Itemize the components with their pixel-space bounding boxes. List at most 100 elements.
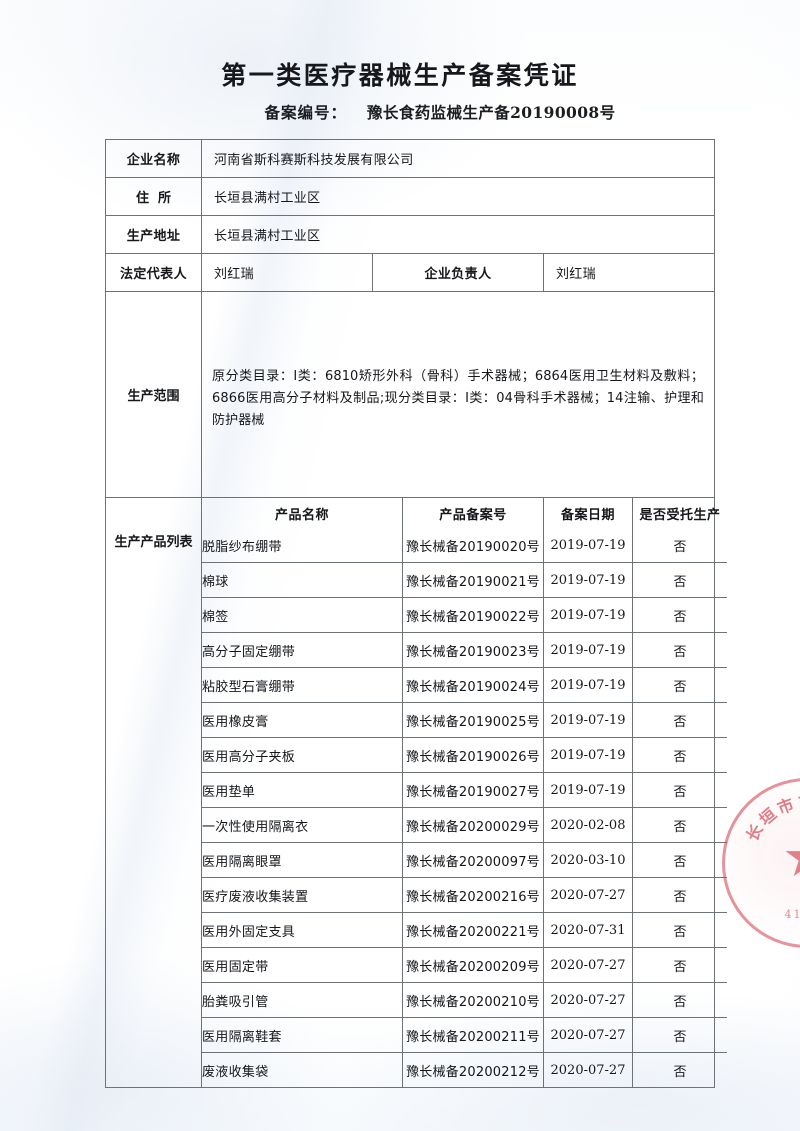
product-record-number: 豫长械备20190023号 <box>402 632 544 668</box>
product-record-number: 豫长械备20190022号 <box>402 597 544 633</box>
row-label-address: 住所 <box>105 177 202 216</box>
product-name: 医用高分子夹板 <box>202 737 403 773</box>
product-entrusted: 否 <box>632 877 727 913</box>
product-record-number: 豫长械备20200216号 <box>402 877 544 913</box>
row-label-company-name: 企业名称 <box>105 139 202 178</box>
product-record-date: 2020-07-27 <box>543 1017 633 1053</box>
product-entrusted: 否 <box>632 632 727 668</box>
seal-star-icon: ★ <box>782 830 800 886</box>
row-value-legal-representative: 刘红瑞 <box>201 253 373 292</box>
table-row: 胎粪吸引管 豫长械备20200210号 2020-07-27 否 <box>202 982 727 1018</box>
product-record-date: 2020-03-10 <box>543 842 633 878</box>
table-row: 医用外固定支具 豫长械备20200221号 2020-07-31 否 <box>202 912 727 948</box>
seal-char: 市 <box>774 794 797 819</box>
table-row: 棉签 豫长械备20190022号 2019-07-19 否 <box>202 597 727 633</box>
product-record-date: 2020-07-27 <box>543 877 633 913</box>
product-list-cell: 产品名称 产品备案号 备案日期 是否受托生产 脱脂纱布绷带 豫长械备2019002… <box>201 497 727 1088</box>
product-entrusted: 否 <box>632 562 727 598</box>
table-row: 粘胶型石膏绷带 豫长械备20190024号 2019-07-19 否 <box>202 667 727 703</box>
product-entrusted: 否 <box>632 807 727 843</box>
product-record-date: 2019-07-19 <box>543 562 633 598</box>
product-entrusted: 否 <box>632 528 727 563</box>
column-header-product-name: 产品名称 <box>202 498 403 528</box>
table-row: 医用固定带 豫长械备20200209号 2020-07-27 否 <box>202 947 727 983</box>
page-title: 第一类医疗器械生产备案凭证 <box>221 61 579 90</box>
production-scope-text: 原分类目录：Ⅰ类：6810矫形外科（骨科）手术器械；6864医用卫生材料及敷料；… <box>212 368 704 428</box>
table-row-production-scope: 生产范围 原分类目录：Ⅰ类：6810矫形外科（骨科）手术器械；6864医用卫生材… <box>105 291 715 498</box>
product-name: 医疗废液收集装置 <box>202 877 403 913</box>
product-name: 医用固定带 <box>202 947 403 983</box>
table-row: 废液收集袋 豫长械备20200212号 2020-07-27 否 <box>202 1052 727 1087</box>
column-header-entrusted: 是否受托生产 <box>639 507 721 523</box>
product-entrusted: 否 <box>632 597 727 633</box>
product-record-date: 2019-07-19 <box>543 737 633 773</box>
table-row: 医用橡皮膏 豫长械备20190025号 2019-07-19 否 <box>202 702 727 738</box>
product-record-date: 2019-07-19 <box>543 597 633 633</box>
product-record-number: 豫长械备20200212号 <box>402 1052 544 1087</box>
product-record-number: 豫长械备20200029号 <box>402 807 544 843</box>
product-name: 粘胶型石膏绷带 <box>202 667 403 703</box>
product-entrusted: 否 <box>632 737 727 773</box>
seal-char: 垣 <box>755 804 781 830</box>
table-row: 脱脂纱布绷带 豫长械备20190020号 2019-07-19 否 <box>202 528 727 563</box>
record-number-line: 备案编号： 豫长食药监械生产备20190008号 <box>0 101 800 123</box>
product-record-number: 豫长械备20200210号 <box>402 982 544 1018</box>
product-name: 医用外固定支具 <box>202 912 403 948</box>
product-name: 废液收集袋 <box>202 1052 403 1087</box>
product-entrusted: 否 <box>632 772 727 808</box>
row-value-production-scope: 原分类目录：Ⅰ类：6810矫形外科（骨科）手术器械；6864医用卫生材料及敷料；… <box>201 291 715 498</box>
product-entrusted: 否 <box>632 912 727 948</box>
seal-arc-text: 长垣市市场监督 <box>725 781 800 945</box>
product-record-number: 豫长械备20190024号 <box>402 667 544 703</box>
product-record-number: 豫长械备20190027号 <box>402 772 544 808</box>
product-record-date: 2019-07-19 <box>543 702 633 738</box>
row-value-production-address: 长垣县满村工业区 <box>201 215 715 254</box>
table-row-address: 住所 长垣县满村工业区 <box>105 177 715 216</box>
product-table-body: 脱脂纱布绷带 豫长械备20190020号 2019-07-19 否棉球 豫长械备2019… <box>202 528 727 1087</box>
table-row: 一次性使用隔离衣 豫长械备20200029号 2020-02-08 否 <box>202 807 727 843</box>
product-record-number: 豫长械备20200211号 <box>402 1017 544 1053</box>
product-entrusted: 否 <box>632 982 727 1018</box>
product-record-date: 2020-07-27 <box>543 1052 633 1087</box>
table-row-product-list: 生产产品列表 产品名称 产品备案号 备案日期 是否受托生产 脱脂纱布绷带 豫长械 <box>105 497 727 1088</box>
product-table-header-row: 产品名称 产品备案号 备案日期 是否受托生产 <box>202 498 727 528</box>
product-name: 医用隔离鞋套 <box>202 1017 403 1053</box>
table-row-representative: 法定代表人 刘红瑞 企业负责人 刘红瑞 <box>105 253 715 292</box>
product-name: 一次性使用隔离衣 <box>202 807 403 843</box>
record-number-label: 备案编号： <box>264 103 348 122</box>
product-name: 医用垫单 <box>202 772 403 808</box>
seal-char: 长 <box>742 821 767 845</box>
product-record-number: 豫长械备20190021号 <box>402 562 544 598</box>
product-record-date: 2020-07-31 <box>543 912 633 948</box>
table-row: 医疗废液收集装置 豫长械备20200216号 2020-07-27 否 <box>202 877 727 913</box>
record-number-value: 豫长食药监械生产备20190008号 <box>367 103 616 122</box>
product-name: 胎粪吸引管 <box>202 982 403 1018</box>
product-entrusted: 否 <box>673 1064 687 1080</box>
product-entrusted: 否 <box>632 702 727 738</box>
official-seal-icon: 长垣市市场监督 ★ 41072 <box>722 778 800 948</box>
product-record-date: 2020-07-27 <box>543 947 633 983</box>
product-entrusted: 否 <box>632 667 727 703</box>
product-record-date: 2019-07-19 <box>543 772 633 808</box>
product-record-number: 豫长械备20200209号 <box>402 947 544 983</box>
table-row: 医用垫单 豫长械备20190027号 2019-07-19 否 <box>202 772 727 808</box>
table-row: 高分子固定绷带 豫长械备20190023号 2019-07-19 否 <box>202 632 727 668</box>
product-record-date: 2020-02-08 <box>543 807 633 843</box>
row-label-production-address: 生产地址 <box>105 215 202 254</box>
table-row: 医用隔离鞋套 豫长械备20200211号 2020-07-27 否 <box>202 1017 727 1053</box>
column-header-record-date: 备案日期 <box>543 498 633 528</box>
product-entrusted: 否 <box>632 842 727 878</box>
row-label-production-scope: 生产范围 <box>105 291 202 498</box>
row-value-enterprise-manager: 刘红瑞 <box>543 253 715 292</box>
product-record-number: 豫长械备20190020号 <box>402 528 544 563</box>
product-record-number: 豫长械备20200221号 <box>402 912 544 948</box>
product-table: 产品名称 产品备案号 备案日期 是否受托生产 脱脂纱布绷带 豫长械备2019002… <box>202 498 727 1087</box>
product-entrusted: 否 <box>632 1017 727 1053</box>
product-name: 棉球 <box>202 562 403 598</box>
row-value-company-name: 河南省斯科赛斯科技发展有限公司 <box>201 139 715 178</box>
product-record-number: 豫长械备20190026号 <box>402 737 544 773</box>
row-label-enterprise-manager: 企业负责人 <box>372 253 544 292</box>
certificate-table: 企业名称 河南省斯科赛斯科技发展有限公司 住所 长垣县满村工业区 生产地址 长垣… <box>105 139 727 1088</box>
product-record-date: 2020-07-27 <box>543 982 633 1018</box>
